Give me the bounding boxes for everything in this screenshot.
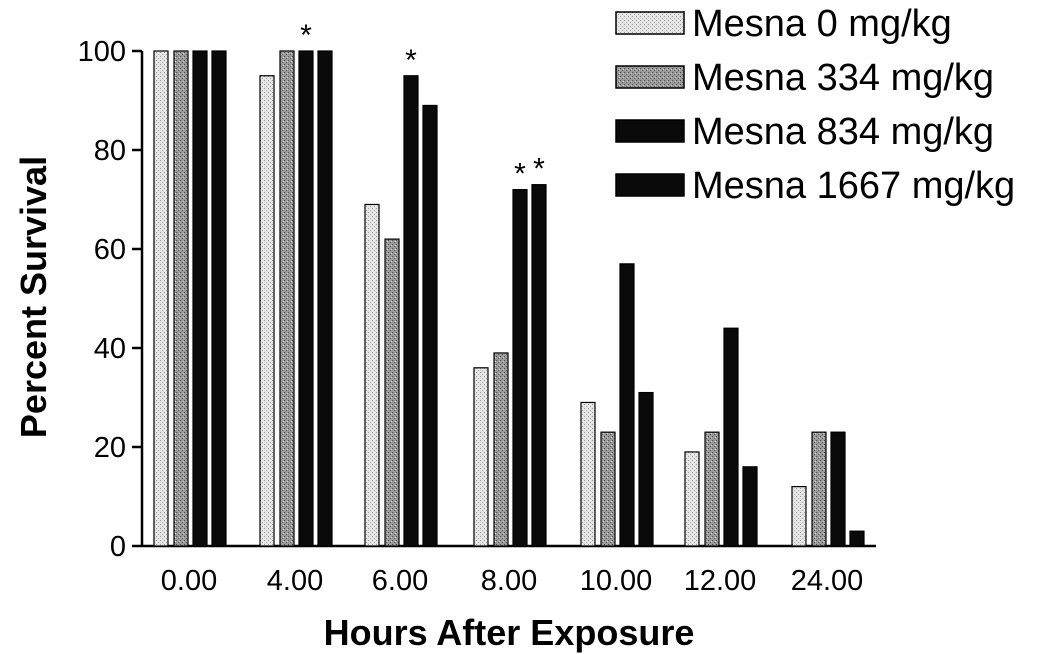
bar-series-3-4-00 [317, 50, 333, 547]
bar-series-0-0-00 [153, 50, 169, 547]
significance-marks: *** * [300, 19, 545, 191]
significance-asterisk: * [405, 44, 417, 77]
bar-series-3-12-00 [742, 466, 758, 547]
y-tick-label: 60 [94, 234, 126, 266]
bar-series-3-8-00 [531, 184, 547, 547]
y-tick-label: 0 [110, 531, 126, 563]
x-tick-label: 8.00 [481, 565, 537, 597]
bar-series-1-0-00 [173, 50, 189, 547]
y-tick-label: 20 [94, 432, 126, 464]
bar-series-0-12-00 [684, 451, 700, 547]
bar-series-2-8-00 [512, 189, 528, 547]
y-tick-label: 100 [78, 36, 126, 68]
bar-series-1-6-00 [384, 238, 400, 547]
bar-series-2-24-00 [830, 431, 846, 547]
y-tick-label: 40 [94, 333, 126, 365]
bar-series-2-4-00 [298, 50, 314, 547]
bar-series-1-10-00 [600, 431, 616, 547]
x-tick-label: 12.00 [684, 565, 757, 597]
legend-label: Mesna 834 mg/kg [692, 111, 994, 153]
bar-series-1-4-00 [279, 50, 295, 547]
bar-series-0-6-00 [364, 203, 380, 547]
x-tick-label: 6.00 [372, 565, 428, 597]
x-axis-title: Hours After Exposure [324, 612, 695, 653]
x-tick-label: 24.00 [791, 565, 864, 597]
significance-asterisk: * [514, 158, 526, 191]
bar-series-2-6-00 [403, 75, 419, 547]
bar-series-2-10-00 [619, 263, 635, 547]
legend-swatch [615, 11, 685, 35]
bar-series-3-6-00 [422, 104, 438, 547]
significance-asterisk: * [533, 153, 545, 186]
bar-series-3-24-00 [849, 530, 865, 547]
bar-series-1-24-00 [811, 431, 827, 547]
bar-series-2-12-00 [723, 327, 739, 547]
legend-swatch [615, 119, 685, 143]
y-tick-label: 80 [94, 135, 126, 167]
bars [153, 50, 865, 547]
bar-series-1-8-00 [493, 352, 509, 547]
legend-label: Mesna 0 mg/kg [692, 3, 952, 45]
x-tick-label: 4.00 [267, 565, 323, 597]
bar-series-0-4-00 [259, 75, 275, 547]
significance-asterisk: * [300, 19, 312, 52]
legend-label: Mesna 334 mg/kg [692, 57, 994, 99]
legend: Mesna 0 mg/kg Mesna 334 mg/kg Mesna 834 mg… [615, 3, 1015, 207]
x-tick-label: 0.00 [161, 565, 217, 597]
y-axis-title: Percent Survival [13, 156, 54, 438]
x-tick-label: 10.00 [580, 565, 653, 597]
legend-swatch [615, 173, 685, 197]
bar-series-3-10-00 [638, 391, 654, 547]
y-ticks: 0 20 40 60 80 100 [78, 36, 142, 563]
bar-series-1-12-00 [704, 431, 720, 547]
x-ticks: 0.00 4.00 6.00 8.00 10.00 12.00 24.00 [161, 565, 864, 597]
legend-label: Mesna 1667 mg/kg [692, 165, 1015, 207]
bar-series-2-0-00 [192, 50, 208, 547]
legend-swatch [615, 65, 685, 89]
bar-series-0-8-00 [473, 367, 489, 547]
bar-series-0-24-00 [791, 486, 807, 547]
bar-series-0-10-00 [580, 401, 596, 547]
bar-series-3-0-00 [211, 50, 227, 547]
